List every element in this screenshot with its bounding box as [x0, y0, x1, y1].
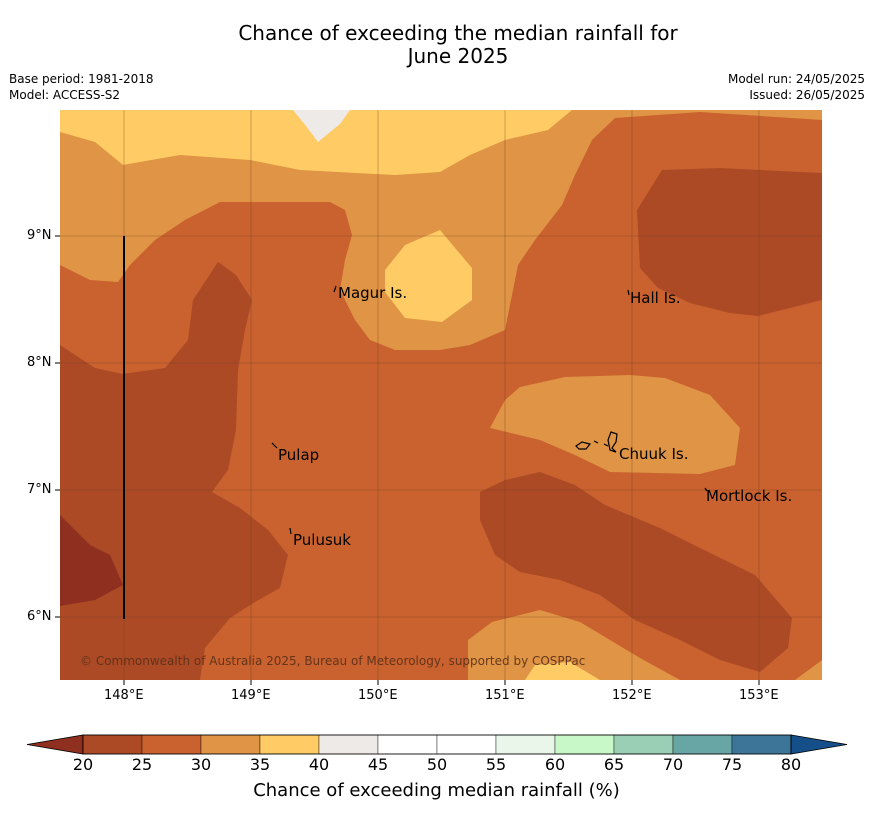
band-35-40-south	[468, 610, 680, 680]
colorbar-box-65-70	[613, 734, 674, 755]
axis-ticks	[55, 235, 760, 685]
band-35-40-chuuk	[490, 375, 740, 474]
magur-island-marker	[333, 285, 337, 293]
colorbar-tick-70: 70	[662, 755, 684, 774]
contour-layer	[60, 110, 822, 680]
colorbar-frame	[82, 734, 792, 755]
issued-text: Issued: 26/05/2025	[749, 88, 865, 102]
colorbar-box-25-30	[141, 734, 202, 755]
lat-label-9n: 9°N	[27, 228, 52, 243]
lon-label-153: 153°E	[739, 688, 779, 703]
place-label-hall: Hall Is.	[630, 289, 681, 307]
base-period-text: Base period: 1981-2018	[9, 72, 154, 86]
colorbar-title: Chance of exceeding median rainfall (%)	[253, 780, 620, 801]
band-35-40-southeast	[795, 660, 822, 680]
colorbar-tick-20: 20	[72, 755, 94, 774]
band-25-30-east	[637, 168, 822, 316]
place-label-chuuk: Chuuk Is.	[619, 445, 688, 463]
colorbar-box-55-60	[495, 734, 556, 755]
title-line-2: June 2025	[407, 44, 509, 68]
colorbar-tick-35: 35	[249, 755, 271, 774]
model-info: Base period: 1981-2018 Model: ACCESS-S2	[9, 71, 154, 103]
lon-label-148: 148°E	[104, 688, 144, 703]
band-35-40-north	[60, 110, 822, 350]
pulusuk-island-marker	[289, 527, 292, 535]
colorbar-box-75-80	[731, 734, 792, 755]
colorbar-box-40-45	[318, 734, 379, 755]
colorbar-box-20-25	[82, 734, 143, 755]
colorbar-tick-30: 30	[190, 755, 212, 774]
lon-label-151: 151°E	[485, 688, 525, 703]
colorbar-box-45-50	[377, 734, 438, 755]
colorbar-tick-55: 55	[485, 755, 507, 774]
chuuk-lagoon-outline	[575, 431, 618, 453]
colorbar-tick-75: 75	[721, 755, 743, 774]
place-label-magur: Magur Is.	[338, 284, 407, 302]
lon-label-152: 152°E	[612, 688, 652, 703]
colorbar-tick-45: 45	[367, 755, 389, 774]
colorbar-tick-50: 50	[426, 755, 448, 774]
map-title: Chance of exceeding the median rainfall …	[0, 22, 873, 68]
colorbar-box-70-75	[672, 734, 733, 755]
lat-label-6n: 6°N	[27, 609, 52, 624]
band-40-45-magur	[385, 230, 472, 322]
colorbar-tick-80: 80	[780, 755, 802, 774]
model-run-text: Model run: 24/05/2025	[727, 72, 865, 86]
title-line-1: Chance of exceeding the median rainfall …	[238, 21, 678, 45]
band-40-45-south	[525, 662, 600, 680]
place-label-pulap: Pulap	[278, 446, 319, 464]
band-40-45-north	[60, 110, 572, 175]
lat-label-7n: 7°N	[27, 482, 52, 497]
band-25-30-southeast	[480, 472, 792, 672]
pulap-island-marker	[271, 442, 278, 449]
colorbar-box-35-40	[259, 734, 320, 755]
copyright-text: © Commonwealth of Australia 2025, Bureau…	[80, 654, 585, 668]
place-label-pulusuk: Pulusuk	[293, 531, 351, 549]
lon-label-149: 149°E	[231, 688, 271, 703]
colorbar-extend-high	[790, 734, 848, 755]
place-label-mortlock: Mortlock Is.	[706, 487, 792, 505]
mortlock-island-marker	[704, 487, 708, 492]
colorbar-extend-low	[26, 734, 84, 755]
colorbar-box-30-35	[200, 734, 261, 755]
lon-label-150: 150°E	[358, 688, 398, 703]
colorbar	[26, 734, 848, 755]
run-info: Model run: 24/05/2025 Issued: 26/05/2025	[728, 71, 865, 103]
colorbar-box-50-55	[436, 734, 497, 755]
colorbar-tick-60: 60	[544, 755, 566, 774]
model-text: Model: ACCESS-S2	[9, 88, 121, 102]
lat-label-8n: 8°N	[27, 355, 52, 370]
island-markers	[271, 285, 708, 535]
hall-island-marker	[627, 289, 630, 296]
band-45-north	[293, 110, 350, 142]
colorbar-tick-65: 65	[603, 755, 625, 774]
colorbar-tick-25: 25	[131, 755, 153, 774]
band-20-25-west	[60, 515, 123, 606]
colorbar-box-60-65	[554, 734, 615, 755]
colorbar-tick-40: 40	[308, 755, 330, 774]
